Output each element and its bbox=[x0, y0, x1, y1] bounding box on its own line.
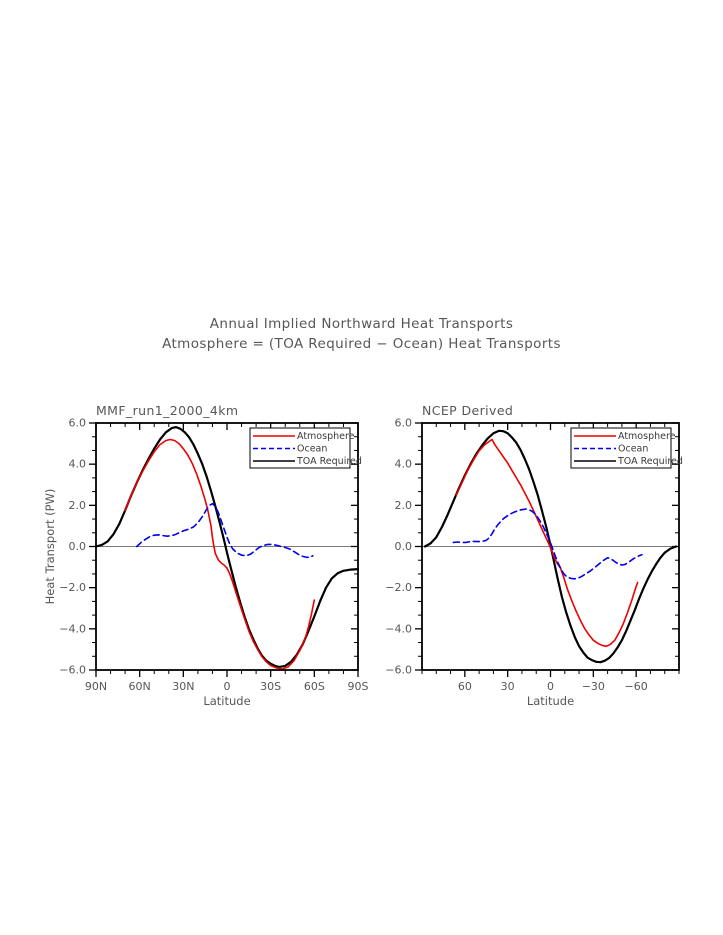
x-tick-label: 0 bbox=[224, 680, 231, 693]
series-atmosphere bbox=[455, 438, 639, 648]
x-tick-label: 30N bbox=[172, 680, 194, 693]
y-tick-label: −2.0 bbox=[385, 581, 412, 594]
chart-ncep-svg: 60 30 0 −30 −60 6.0 4.0 2.0 0.0 −2.0 −4.0 −6.0 NCEP … bbox=[385, 403, 683, 708]
x-tick-label: −30 bbox=[582, 680, 605, 693]
x-tick-label: 0 bbox=[547, 680, 554, 693]
series-ocean bbox=[452, 508, 643, 580]
y-tick-label: 4.0 bbox=[69, 458, 87, 471]
y-axis-label: Heat Transport (PW) bbox=[43, 489, 57, 605]
figure-title-line2: Atmosphere = (TOA Required − Ocean) Heat… bbox=[162, 336, 561, 352]
x-tick-label: −60 bbox=[625, 680, 648, 693]
x-tick-label: 60S bbox=[304, 680, 325, 693]
chart-title: MMF_run1_2000_4km bbox=[96, 403, 238, 418]
x-tick-label: 60 bbox=[458, 680, 472, 693]
y-tick-label: −6.0 bbox=[59, 664, 86, 677]
y-tick-label: 0.0 bbox=[69, 540, 87, 553]
figure-title-line1: Annual Implied Northward Heat Transports bbox=[209, 316, 514, 332]
chart-mmf-svg: 90N 60N 30N 0 30S 60S 90S 6.0 4.0 2.0 0.0 −2.0 −4.0 −… bbox=[43, 403, 369, 708]
y-tick-label: 6.0 bbox=[395, 417, 413, 430]
y-tick-label: −2.0 bbox=[59, 581, 86, 594]
x-tick-label: 30S bbox=[260, 680, 281, 693]
y-tick-label: 0.0 bbox=[395, 540, 413, 553]
legend-label-atmosphere: Atmosphere bbox=[618, 431, 676, 442]
x-tick-label: 90N bbox=[85, 680, 107, 693]
legend-label-ocean: Ocean bbox=[297, 444, 327, 455]
chart-title: NCEP Derived bbox=[422, 403, 513, 418]
figure-title: Annual Implied Northward Heat Transports… bbox=[0, 314, 723, 354]
chart-mmf-run1-2000-4km: 90N 60N 30N 0 30S 60S 90S 6.0 4.0 2.0 0.0 −2.0 −4.0 −… bbox=[36, 398, 376, 720]
y-tick-label: −6.0 bbox=[385, 664, 412, 677]
x-axis-label: Latitude bbox=[527, 694, 574, 708]
series-ocean bbox=[136, 502, 314, 559]
y-tick-label: 4.0 bbox=[395, 458, 413, 471]
chart-ncep-derived: 60 30 0 −30 −60 6.0 4.0 2.0 0.0 −2.0 −4.0 −6.0 NCEP … bbox=[362, 398, 702, 720]
y-tick-label: 6.0 bbox=[69, 417, 87, 430]
x-tick-label: 30 bbox=[501, 680, 515, 693]
legend-label-atmosphere: Atmosphere bbox=[297, 431, 355, 442]
legend-label-toa-required: TOA Required bbox=[617, 456, 683, 467]
x-tick-label: 60N bbox=[129, 680, 151, 693]
y-tick-label: 2.0 bbox=[69, 499, 87, 512]
legend-label-toa-required: TOA Required bbox=[296, 456, 362, 467]
legend-label-ocean: Ocean bbox=[618, 444, 648, 455]
y-tick-label: −4.0 bbox=[385, 622, 412, 635]
y-tick-label: 2.0 bbox=[395, 499, 413, 512]
x-tick-label: 90S bbox=[348, 680, 369, 693]
x-axis-label: Latitude bbox=[203, 694, 250, 708]
y-tick-label: −4.0 bbox=[59, 622, 86, 635]
series-atmosphere bbox=[124, 438, 316, 670]
